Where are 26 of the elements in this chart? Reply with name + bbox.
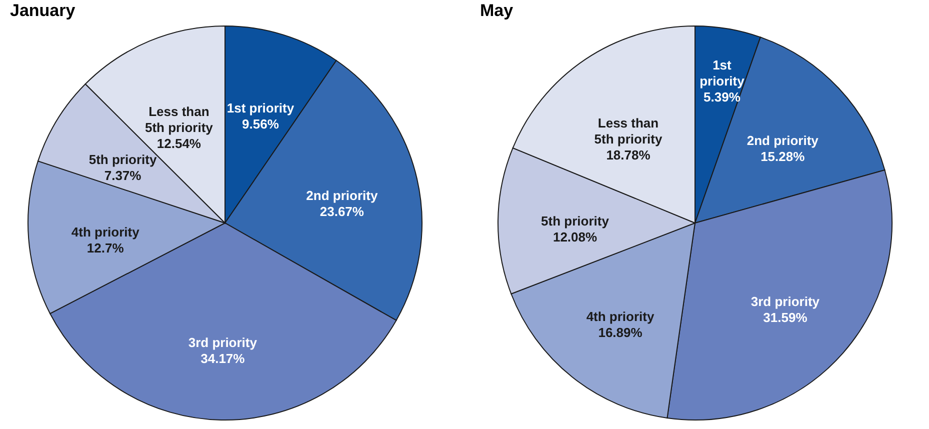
slice-label: 3rd priority [188, 334, 258, 350]
chart-title: May [480, 1, 514, 20]
slice-label: 4th priority [586, 308, 655, 324]
slice-label: 5th priority [541, 214, 610, 229]
slice-label: 2nd priority [306, 188, 378, 204]
data-label: 16.89% [598, 324, 643, 340]
data-label: 5.39% [704, 89, 741, 104]
data-label: 15.28% [760, 149, 806, 164]
slice-label: 3rd priority [750, 294, 820, 310]
data-label: 9.56% [242, 116, 280, 132]
data-label: 12.54% [156, 136, 202, 152]
data-label: 23.67% [320, 204, 364, 220]
slice-label: 5th priority [88, 152, 158, 168]
slice-label: Less than 5th priority [594, 115, 663, 146]
data-label: 7.37% [104, 168, 142, 184]
data-label: 12.7% [86, 240, 124, 256]
slice-label: 2nd priority [746, 133, 820, 148]
chart-title: January [10, 1, 76, 20]
slice-label: 1st priority [226, 100, 295, 116]
data-label: 34.17% [200, 350, 246, 366]
slice-label: 4th priority [71, 224, 140, 240]
slice-label: 1st priority [700, 57, 746, 88]
data-label: 31.59% [763, 310, 808, 326]
data-label: 18.78% [606, 147, 651, 162]
data-label: 12.08% [552, 230, 598, 245]
slice-label: Less than 5th priority [144, 104, 214, 136]
